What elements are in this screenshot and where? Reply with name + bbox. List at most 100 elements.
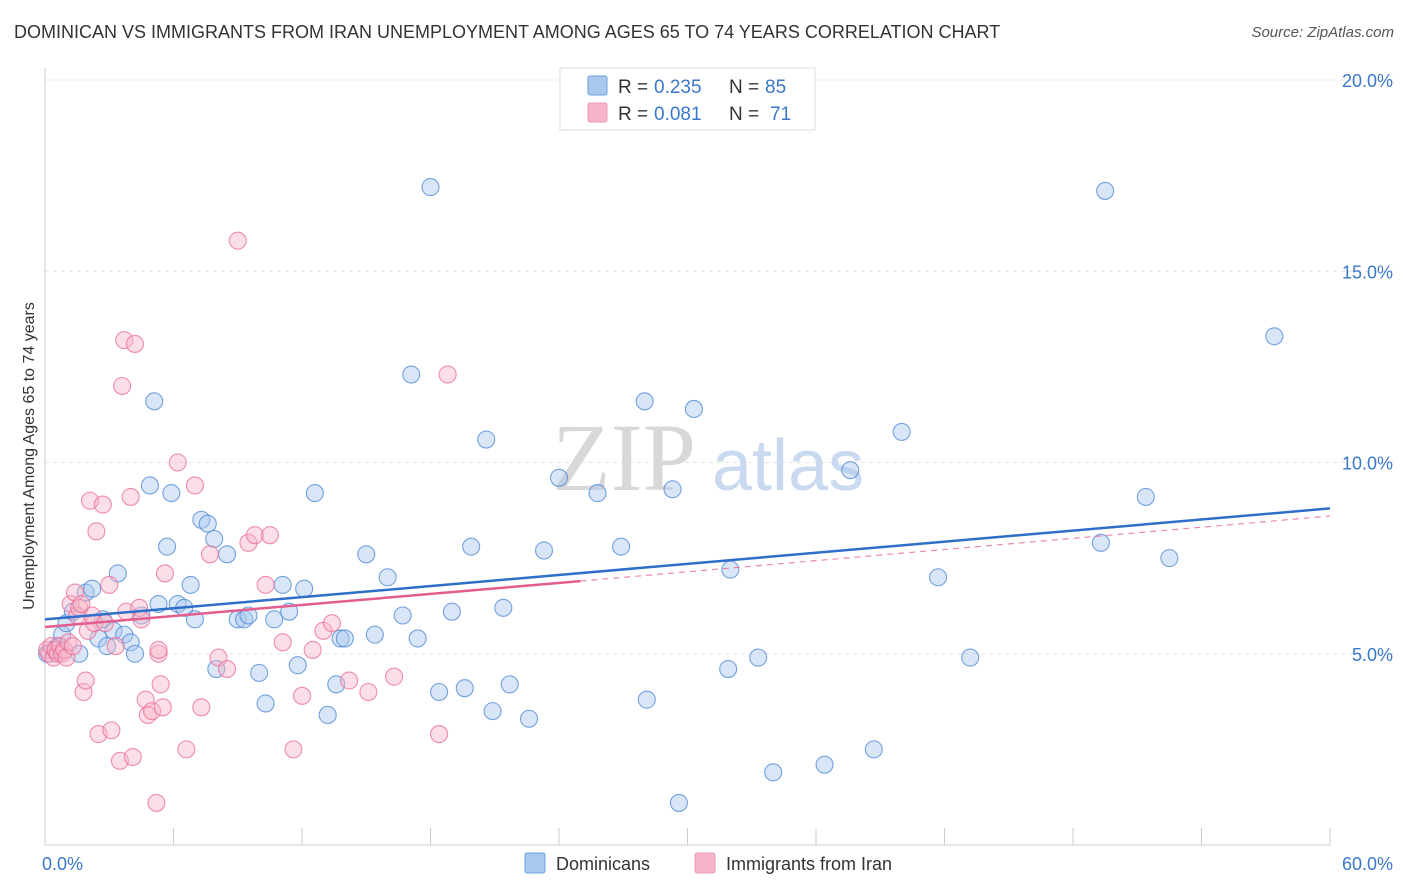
legend-r-label: R = (618, 104, 648, 125)
trend-line-iran-extension (580, 515, 1331, 582)
data-point (205, 529, 224, 549)
data-point (961, 648, 980, 667)
data-point (393, 606, 412, 625)
data-point (121, 633, 140, 652)
data-point (181, 575, 200, 594)
data-point (359, 682, 378, 702)
bottom-legend-label-iran: Immigrants from Iran (726, 854, 892, 874)
data-point (588, 484, 607, 503)
data-point (288, 656, 307, 675)
data-point (155, 564, 174, 583)
data-point (145, 392, 164, 411)
data-point (430, 725, 449, 744)
data-point (198, 514, 217, 533)
legend-r-value: 0.081 (654, 104, 702, 125)
data-point (217, 659, 237, 679)
data-point (125, 644, 144, 663)
trend-line-iran (44, 579, 581, 629)
data-point (612, 537, 631, 556)
data-point (635, 392, 654, 411)
data-point (442, 602, 461, 621)
data-point (265, 610, 284, 629)
data-point (228, 231, 247, 250)
data-point (250, 663, 269, 682)
data-point (719, 659, 738, 679)
data-point (256, 694, 275, 713)
data-point (483, 702, 502, 721)
data-point (185, 476, 204, 495)
legend-r-value: 0.235 (654, 77, 702, 98)
data-point (143, 702, 162, 721)
data-points (38, 178, 1284, 812)
data-point (106, 637, 125, 656)
legend-r-label: R = (618, 77, 648, 98)
data-point (1136, 487, 1155, 506)
data-point (322, 614, 342, 633)
data-point (500, 675, 519, 694)
data-point (153, 698, 172, 717)
data-point (123, 747, 142, 767)
data-point (663, 480, 682, 499)
chart-title: DOMINICAN VS IMMIGRANTS FROM IRAN UNEMPL… (14, 22, 1001, 42)
trend-lines (44, 507, 1331, 629)
data-point (340, 671, 359, 690)
data-point (1096, 181, 1115, 200)
data-point (158, 537, 177, 556)
watermark-zip: ZIP (552, 404, 696, 511)
data-point (764, 763, 783, 782)
data-point (929, 568, 948, 587)
data-point (378, 568, 397, 587)
series-iran (38, 231, 457, 812)
data-point (74, 682, 93, 702)
legend-n-label: N = (729, 77, 759, 98)
data-point (385, 667, 404, 686)
data-point (477, 430, 496, 449)
data-point (430, 682, 449, 702)
y-tick-label: 15.0% (1342, 262, 1393, 282)
watermark: ZIP atlas (552, 404, 864, 511)
data-point (519, 709, 539, 728)
data-point (1091, 533, 1110, 552)
data-point (669, 793, 688, 812)
data-point (357, 545, 376, 564)
data-point (217, 545, 237, 564)
data-point (87, 522, 106, 541)
bottom-legend-swatch-dominicans (524, 852, 546, 874)
data-point (749, 648, 768, 667)
data-point (192, 698, 211, 717)
x-tick-labels: 0.0% 60.0% (42, 854, 1393, 874)
data-point (892, 422, 911, 441)
y-tick-label: 20.0% (1342, 71, 1393, 91)
stats-legend: R = 0.235 N = 85 R = 0.081 N = 71 (559, 67, 816, 131)
data-point (149, 640, 168, 659)
data-point (549, 468, 569, 487)
data-point (177, 740, 196, 759)
data-point (136, 690, 155, 709)
data-point (335, 629, 354, 648)
data-point (200, 545, 219, 564)
series-legend: Dominicans Immigrants from Iran (524, 852, 892, 874)
data-point (273, 633, 292, 652)
legend-swatch-dominicans (587, 75, 608, 96)
data-point (256, 575, 275, 594)
data-point (1160, 549, 1179, 568)
data-point (684, 399, 703, 419)
y-tick-label: 10.0% (1342, 454, 1393, 474)
data-point (455, 679, 474, 698)
data-point (408, 629, 427, 648)
data-point (864, 740, 883, 759)
legend-n-label: N = (729, 104, 759, 125)
data-point (121, 487, 140, 506)
data-point (245, 526, 264, 545)
gridlines (45, 79, 1395, 655)
data-point (1265, 327, 1284, 346)
data-point (239, 606, 258, 625)
data-point (462, 537, 481, 556)
data-point (83, 579, 102, 598)
data-point (168, 453, 187, 472)
data-point (115, 331, 134, 350)
data-point (151, 675, 170, 694)
data-point (239, 533, 258, 552)
data-point (284, 740, 303, 759)
